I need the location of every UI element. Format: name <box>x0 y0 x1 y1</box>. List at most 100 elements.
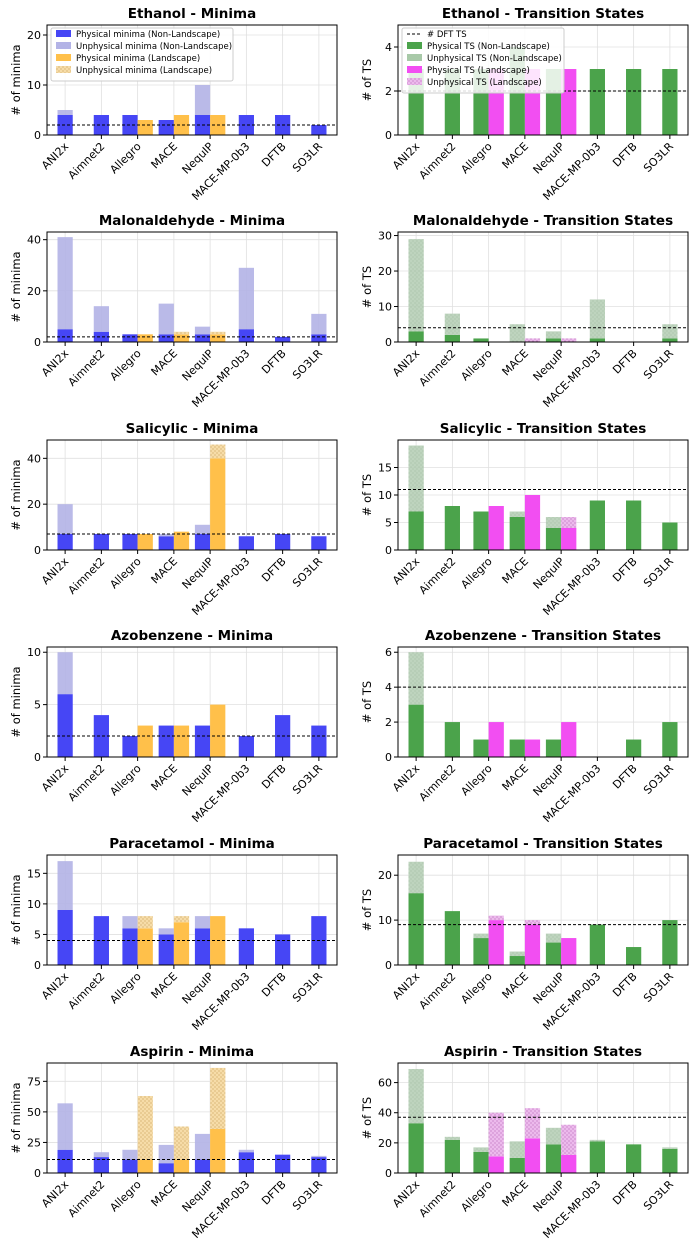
bar-landscape-physical-MACE <box>173 115 190 135</box>
bar-physical-NequIP <box>545 942 562 965</box>
legend-label: Unphysical TS (Landscape) <box>427 78 542 88</box>
x-tick-label: Aimnet2 <box>66 555 108 597</box>
y-axis-label: # of minima <box>9 44 23 115</box>
x-tick-label: MACE <box>149 347 180 378</box>
x-tick-label: Aimnet2 <box>66 1178 108 1220</box>
plot-frame <box>397 231 689 343</box>
y-axis-label: # of TS <box>360 266 374 308</box>
y-tick-label: 20 <box>27 285 41 298</box>
bar-physical-MACE <box>509 739 525 757</box>
bar-unphysical-NequIP <box>194 85 211 115</box>
bar-physical-Aimnet2 <box>93 916 109 965</box>
bar-landscape-physical-Allegro <box>488 722 504 757</box>
bar-physical-SO3LR <box>311 536 327 550</box>
bar-physical-DFTB <box>275 336 291 342</box>
plot-frame <box>397 854 689 966</box>
y-tick-label: 60 <box>378 1077 392 1090</box>
bar-unphysical-ANI2x <box>57 237 73 330</box>
y-tick-label: 2 <box>385 716 392 729</box>
y-tick-label: 5 <box>34 699 41 712</box>
y-tick-label: 6 <box>385 646 392 659</box>
bar-landscape-physical-MACE <box>524 1138 541 1173</box>
bar-physical-ANI2x <box>57 115 73 135</box>
legend-swatch <box>407 42 422 49</box>
bar-landscape-physical-Allegro <box>488 506 504 550</box>
bar-landscape-unphysical-Allegro <box>137 916 153 929</box>
bar-landscape-physical-NequIP <box>210 458 226 550</box>
bar-physical-SO3LR <box>662 69 678 135</box>
y-axis-label: # of minima <box>9 459 23 530</box>
x-tick-label: Aimnet2 <box>66 970 108 1012</box>
bar-physical-SO3LR <box>662 722 678 757</box>
plot-frame <box>46 231 338 343</box>
y-tick-label: 10 <box>378 489 392 502</box>
x-tick-label: MACE <box>149 1178 180 1209</box>
bar-physical-Aimnet2 <box>444 334 460 342</box>
y-tick-label: 0 <box>385 959 392 972</box>
bar-landscape-physical-MACE <box>173 334 190 342</box>
x-tick-label: Allegro <box>458 555 495 592</box>
x-tick-label: ANI2x <box>390 970 423 1003</box>
bar-physical-Allegro <box>473 511 489 550</box>
bar-physical-Allegro <box>473 1151 489 1173</box>
bar-physical-Allegro <box>122 533 138 550</box>
bar-physical-MACE <box>158 536 174 550</box>
legend: Physical minima (Non-Landscape) Unphysica… <box>50 27 234 82</box>
bar-physical-MACE <box>509 1157 525 1173</box>
plot-frame <box>46 439 338 551</box>
y-axis-label: # of TS <box>360 1097 374 1139</box>
y-tick-label: 50 <box>27 1106 41 1119</box>
legend-label: Unphysical minima (Non-Landscape) <box>76 42 232 52</box>
bar-landscape-physical-MACE <box>173 922 190 965</box>
bar-physical-SO3LR <box>311 1157 327 1173</box>
bar-unphysical-MACE <box>509 1141 525 1158</box>
bar-landscape-unphysical-NequIP <box>210 444 226 459</box>
bar-physical-Allegro <box>473 739 489 757</box>
y-axis-label: # of minima <box>9 666 23 737</box>
bar-landscape-physical-Allegro <box>488 920 504 965</box>
y-tick-label: 10 <box>27 646 41 659</box>
bar-unphysical-ANI2x <box>408 445 424 512</box>
legend-swatch <box>56 66 71 73</box>
chart-title: Malonaldehyde - Transition States <box>413 213 673 229</box>
x-tick-label: DFTB <box>610 347 640 377</box>
y-axis-label: # of TS <box>360 681 374 723</box>
x-tick-label: DFTB <box>259 347 289 377</box>
bar-physical-Aimnet2 <box>444 722 460 757</box>
chart-title: Malonaldehyde - Minima <box>99 213 285 229</box>
bar-unphysical-ANI2x <box>408 652 424 705</box>
bar-physical-DFTB <box>626 947 642 965</box>
bar-unphysical-Allegro <box>122 1149 138 1160</box>
bar-landscape-unphysical-Allegro <box>488 915 504 921</box>
bar-landscape-unphysical-MACE <box>173 331 190 335</box>
bar-physical-NequIP <box>545 338 562 342</box>
x-tick-label: MACE <box>500 1178 531 1209</box>
y-tick-label: 15 <box>27 867 41 880</box>
bar-unphysical-NequIP <box>545 331 562 339</box>
y-tick-label: 20 <box>378 869 392 882</box>
x-tick-label: MACE <box>500 140 531 171</box>
chart-title: Salicylic - Minima <box>126 421 259 437</box>
legend-label: Physical minima (Non-Landscape) <box>76 30 220 40</box>
x-tick-label: ANI2x <box>390 762 423 795</box>
bar-landscape-unphysical-MACE <box>524 1108 541 1139</box>
bar-physical-MACE <box>509 517 525 550</box>
bar-unphysical-MACE <box>509 511 525 517</box>
bar-landscape-physical-NequIP <box>561 1154 577 1173</box>
bar-physical-NequIP <box>545 1144 562 1173</box>
x-tick-label: Allegro <box>107 347 144 384</box>
x-tick-label: ANI2x <box>39 140 72 173</box>
bar-physical-MACE-MP-0b3 <box>589 500 605 550</box>
y-tick-label: 75 <box>27 1075 41 1088</box>
y-tick-label: 20 <box>378 1137 392 1150</box>
y-tick-label: 25 <box>27 1136 41 1149</box>
x-tick-label: MACE <box>500 970 531 1001</box>
bar-physical-SO3LR <box>311 725 327 757</box>
bar-landscape-unphysical-MACE <box>524 338 541 342</box>
bar-unphysical-Allegro <box>473 933 489 939</box>
bar-landscape-physical-MACE <box>173 725 190 757</box>
y-tick-label: 20 <box>27 29 41 42</box>
x-tick-label: SO3LR <box>290 555 325 590</box>
